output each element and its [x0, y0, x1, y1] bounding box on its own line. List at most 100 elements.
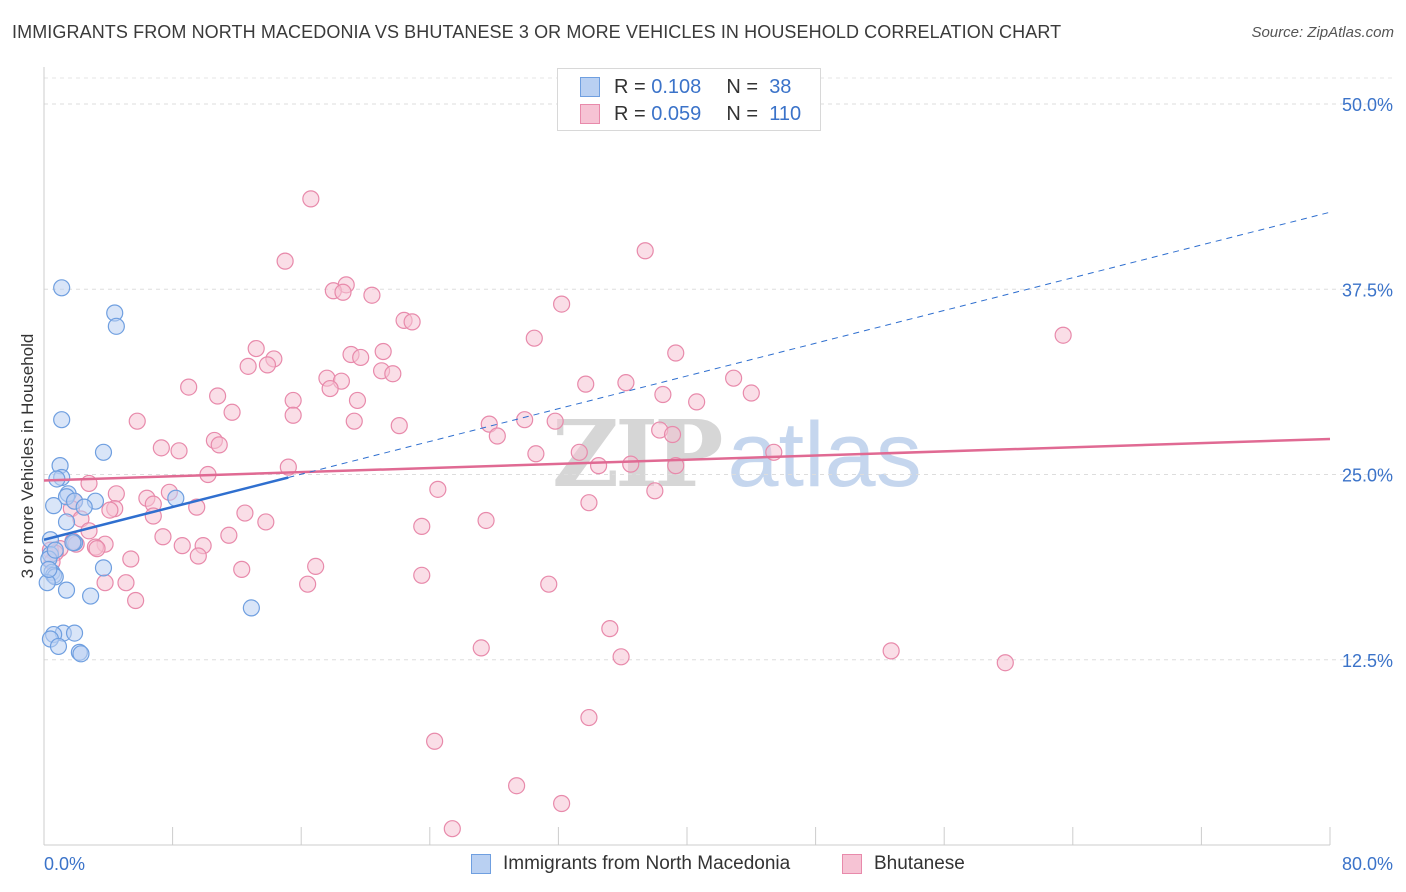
point-bhutanese [321, 379, 339, 398]
point-bhutanese [258, 356, 277, 374]
point-bhutanese [88, 540, 106, 558]
point-bhutanese [413, 517, 431, 535]
y-tick-label: 37.5% [1342, 280, 1393, 300]
point-bhutanese [223, 403, 241, 421]
y-tick-label: 12.5% [1342, 651, 1393, 671]
point-north-macedonia [107, 317, 125, 335]
point-bhutanese [617, 374, 635, 392]
trendline-extension-north-macedonia [288, 211, 1331, 478]
point-north-macedonia [64, 534, 82, 552]
point-bhutanese [525, 329, 543, 347]
series-legend: Immigrants from North Macedonia Bhutanes… [0, 850, 1406, 878]
point-bhutanese [663, 425, 682, 444]
legend-row-bhutanese: R = 0.059 N = 110 [580, 102, 801, 126]
point-bhutanese [516, 411, 534, 429]
stats-legend: R = 0.108 N = 38 R = 0.059 N = 110 [557, 68, 821, 131]
point-bhutanese [220, 526, 238, 544]
legend-swatch-blue [580, 77, 600, 97]
y-tick-label: 50.0% [1342, 95, 1393, 115]
x-tick-label: 0.0% [44, 854, 85, 874]
point-bhutanese [527, 445, 545, 463]
point-bhutanese [882, 642, 900, 660]
point-bhutanese [429, 480, 447, 498]
point-bhutanese [390, 417, 408, 435]
point-bhutanese [101, 501, 119, 519]
legend-r-value: 0.059 [651, 102, 702, 125]
point-bhutanese [488, 427, 506, 445]
point-bhutanese [725, 369, 743, 387]
point-bhutanese [553, 794, 571, 813]
point-bhutanese [374, 342, 392, 361]
point-bhutanese [173, 537, 191, 555]
point-bhutanese [257, 513, 275, 531]
point-bhutanese [480, 415, 498, 433]
point-bhutanese [122, 550, 140, 568]
legend-n-value: 110 [769, 102, 802, 125]
point-bhutanese [127, 591, 145, 610]
point-bhutanese [612, 648, 630, 666]
point-north-macedonia [46, 541, 64, 559]
point-bhutanese [352, 348, 370, 367]
point-north-macedonia [49, 637, 68, 656]
point-bhutanese [601, 620, 619, 638]
point-bhutanese [580, 708, 598, 727]
point-bhutanese [189, 547, 207, 565]
legend-swatch-pink [580, 104, 600, 124]
point-bhutanese [996, 654, 1014, 672]
point-north-macedonia [94, 443, 113, 461]
point-bhutanese [1054, 326, 1072, 344]
point-north-macedonia [242, 599, 260, 617]
point-bhutanese [363, 286, 381, 304]
point-bhutanese [477, 511, 495, 530]
point-north-macedonia [65, 624, 84, 642]
point-north-macedonia [75, 498, 93, 516]
chart-title: IMMIGRANTS FROM NORTH MACEDONIA VS BHUTA… [12, 22, 1062, 42]
point-bhutanese [239, 357, 257, 375]
point-bhutanese [384, 365, 402, 383]
point-bhutanese [154, 528, 172, 546]
point-bhutanese [236, 504, 254, 522]
point-bhutanese [180, 378, 198, 396]
point-bhutanese [96, 574, 114, 592]
point-bhutanese [152, 439, 170, 457]
point-bhutanese [589, 457, 608, 475]
point-bhutanese [107, 485, 125, 503]
point-bhutanese [654, 385, 672, 404]
trendline-bhutanese [43, 437, 1331, 482]
point-north-macedonia [40, 560, 58, 578]
point-bhutanese [577, 375, 595, 393]
point-bhutanese [472, 639, 490, 657]
series-legend-item-north-macedonia: Immigrants from North Macedonia [471, 853, 790, 875]
point-north-macedonia [72, 645, 90, 663]
legend-n-value: 38 [769, 75, 792, 98]
point-bhutanese [284, 391, 302, 410]
point-bhutanese [348, 391, 367, 410]
point-bhutanese [307, 557, 325, 576]
legend-r-value: 0.108 [651, 75, 702, 98]
point-bhutanese [646, 482, 664, 500]
y-tick-label: 25.0% [1342, 466, 1393, 486]
point-bhutanese [443, 820, 461, 838]
point-bhutanese [209, 387, 227, 405]
point-bhutanese [128, 412, 146, 430]
point-north-macedonia [45, 497, 63, 515]
point-north-macedonia [57, 581, 76, 599]
point-north-macedonia [94, 559, 113, 577]
legend-r-label: R = [614, 102, 646, 125]
point-bhutanese [276, 252, 294, 270]
series-legend-label: Bhutanese [874, 853, 965, 874]
point-bhutanese [233, 560, 251, 578]
point-bhutanese [508, 777, 526, 795]
point-bhutanese [426, 732, 444, 750]
point-bhutanese [279, 458, 297, 476]
point-bhutanese [546, 412, 564, 430]
point-bhutanese [403, 313, 421, 331]
point-bhutanese [622, 455, 640, 473]
point-bhutanese [667, 457, 685, 475]
series-legend-label: Immigrants from North Macedonia [503, 853, 791, 874]
legend-row-north-macedonia: R = 0.108 N = 38 [580, 75, 791, 99]
trendline-north-macedonia [43, 476, 289, 541]
point-bhutanese [636, 242, 654, 260]
legend-n-label: N = [726, 102, 759, 125]
